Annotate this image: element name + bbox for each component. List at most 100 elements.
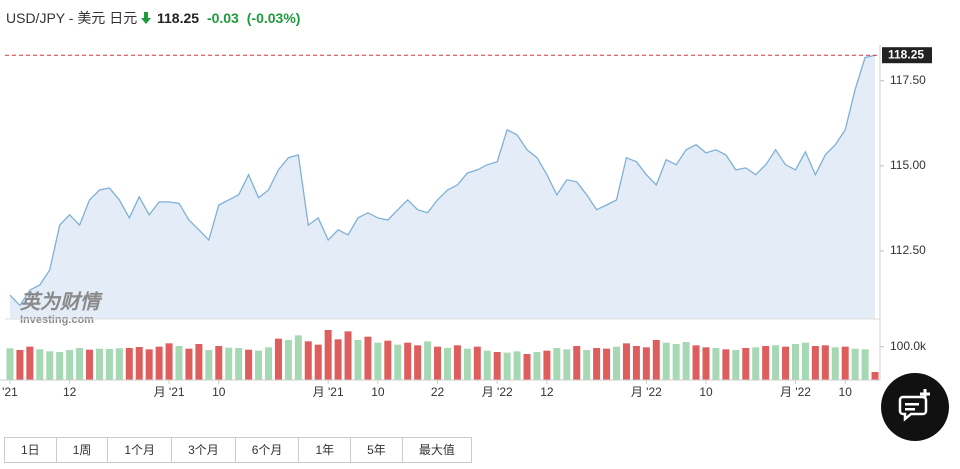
chat-button[interactable] <box>881 373 949 441</box>
y-tick-label: 112.50 <box>890 243 926 257</box>
y-tick-label: 117.50 <box>890 73 926 87</box>
volume-bar <box>453 345 461 380</box>
volume-bar <box>294 335 302 380</box>
volume-bar <box>46 351 54 380</box>
volume-bar <box>314 344 322 380</box>
volume-bar <box>414 345 422 380</box>
range-button[interactable]: 1周 <box>55 437 109 463</box>
watermark-site: Investing.com <box>20 314 94 326</box>
volume-bar <box>742 348 750 380</box>
volume-bar <box>811 346 819 380</box>
x-tick-label: 10 <box>212 385 226 399</box>
volume-bar <box>76 348 84 380</box>
volume-bar <box>344 331 352 380</box>
x-tick-label: 月 '22 <box>482 385 513 399</box>
x-tick-label: 月 '22 <box>631 385 662 399</box>
y-tick-label: 115.00 <box>890 158 926 172</box>
volume-bar <box>861 349 869 380</box>
x-tick-label: 12 <box>63 385 77 399</box>
volume-bar <box>682 342 690 380</box>
volume-bar <box>732 350 740 380</box>
volume-bar <box>712 348 720 380</box>
volume-bar <box>354 340 362 380</box>
volume-bar <box>125 348 133 380</box>
volume-bar <box>672 344 680 380</box>
volume-bar <box>573 346 581 380</box>
volume-bar <box>225 347 233 380</box>
volume-bar <box>821 345 829 380</box>
volume-bar <box>662 342 670 380</box>
range-button[interactable]: 1年 <box>298 437 352 463</box>
range-button[interactable]: 1日 <box>4 437 57 463</box>
volume-bar <box>563 349 571 380</box>
volume-bar <box>165 343 173 380</box>
volume-bar <box>483 350 491 380</box>
volume-bar <box>394 344 402 380</box>
volume-bar <box>473 346 481 380</box>
volume-tick-label: 100.0k <box>890 339 927 353</box>
range-button[interactable]: 5年 <box>350 437 403 463</box>
range-button[interactable]: 3个月 <box>171 437 236 463</box>
volume-bar <box>36 349 44 380</box>
volume-bar <box>692 345 700 380</box>
range-buttons: 1日 1周 1个月 3个月 6个月 1年 5年 最大值 <box>4 437 472 463</box>
volume-bar <box>613 346 621 380</box>
volume-bar <box>762 346 770 380</box>
volume-bar <box>404 342 412 380</box>
volume-bar <box>304 341 312 380</box>
volume-bar <box>533 352 541 380</box>
x-tick-label: 月 '22 <box>780 385 811 399</box>
volume-bar <box>553 348 561 380</box>
volume-bar <box>841 346 849 380</box>
volume-bar <box>245 349 253 380</box>
volume-bar <box>56 352 64 380</box>
volume-bar <box>772 345 780 380</box>
volume-bar <box>782 346 790 380</box>
volume-bar <box>364 336 372 380</box>
volume-bar <box>642 347 650 380</box>
volume-bar <box>284 340 292 380</box>
volume-bar <box>871 372 879 380</box>
volume-bar <box>95 348 103 380</box>
volume-bar <box>434 346 442 380</box>
volume-bar <box>324 330 332 380</box>
volume-bar <box>523 354 531 380</box>
volume-bar <box>443 348 451 380</box>
quote-header: USD/JPY - 美元 日元 118.25 -0.03 (-0.03%) <box>6 8 300 28</box>
volume-bar <box>513 351 521 380</box>
volume-bar <box>722 349 730 380</box>
range-button[interactable]: 最大值 <box>401 437 472 463</box>
x-tick-label: 月 '21 <box>154 385 185 399</box>
change: -0.03 <box>206 10 239 26</box>
volume-bar <box>86 349 94 380</box>
volume-bar <box>66 350 74 380</box>
volume-bar <box>185 348 193 380</box>
x-tick-label: '21 <box>2 385 18 399</box>
volume-bar <box>831 347 839 380</box>
symbol: USD/JPY - 美元 日元 <box>6 10 138 26</box>
x-tick-label: 10 <box>371 385 385 399</box>
volume-bar <box>105 349 113 380</box>
area-fill <box>9 55 876 319</box>
x-tick-label: 月 '21 <box>313 385 344 399</box>
price-line <box>9 54 876 307</box>
range-button[interactable]: 1个月 <box>107 437 173 463</box>
volume-bar <box>632 346 640 380</box>
range-button[interactable]: 6个月 <box>234 437 300 463</box>
volume-bar <box>851 348 859 380</box>
volume-bar <box>543 350 551 380</box>
volume-bar <box>593 348 601 380</box>
volume-bar <box>215 346 223 380</box>
volume-bar <box>135 347 143 380</box>
x-tick-label: 22 <box>431 385 445 399</box>
x-tick-label: 12 <box>540 385 554 399</box>
volume-bar <box>334 339 342 380</box>
volume-bar <box>801 342 809 380</box>
volume-bar <box>374 342 382 380</box>
volume-bar <box>145 349 153 380</box>
volume-bar <box>255 350 263 380</box>
x-tick-label: 10 <box>839 385 853 399</box>
x-tick-label: 10 <box>699 385 713 399</box>
